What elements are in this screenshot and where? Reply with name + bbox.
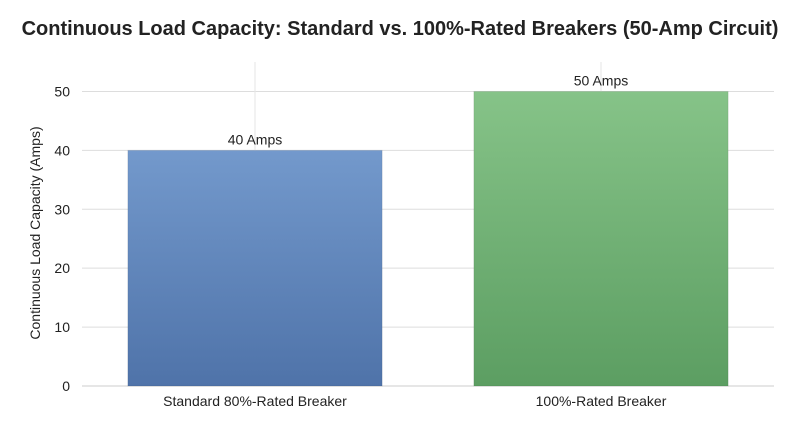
x-tick-label-0: Standard 80%-Rated Breaker <box>163 393 347 409</box>
y-tick-label-0: 0 <box>62 378 70 394</box>
y-tick-label-10: 10 <box>54 319 70 335</box>
bars <box>127 90 729 387</box>
data-label-1: 50 Amps <box>574 72 628 88</box>
y-tick-label-40: 40 <box>54 142 70 158</box>
y-tick-label-30: 30 <box>54 201 70 217</box>
chart-title: Continuous Load Capacity: Standard vs. 1… <box>21 18 779 40</box>
x-tick-label-1: 100%-Rated Breaker <box>536 393 667 409</box>
data-label-0: 40 Amps <box>228 131 282 147</box>
bar-1 <box>473 90 729 387</box>
labels: 0 10 20 30 40 50 40 Amps Standard 80%-Rated Bre… <box>54 72 666 409</box>
y-tick-label-20: 20 <box>54 260 70 276</box>
y-axis-label: Continuous Load Capacity (Amps) <box>27 126 43 339</box>
y-tick-label-50: 50 <box>54 83 70 99</box>
bar-0 <box>127 149 383 387</box>
